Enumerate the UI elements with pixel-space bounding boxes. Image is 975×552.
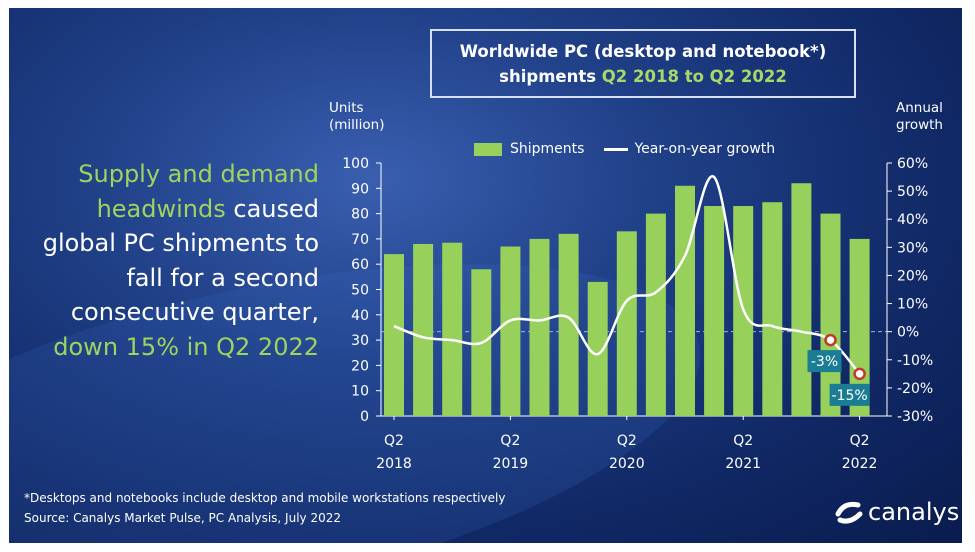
canalys-logo-text: canalys bbox=[868, 498, 960, 526]
left-axis-caption-line2: (million) bbox=[329, 117, 385, 133]
legend-line-label: Year-on-year growth bbox=[634, 141, 776, 157]
combo-chart: 0 10 20 30 40 50 60 70 80 90 100 -30% -20% -10% 0% 10% 2… bbox=[342, 156, 933, 472]
chart-panel: Worldwide PC (desktop and notebook*) shi… bbox=[9, 8, 962, 543]
shipments-bar bbox=[442, 242, 463, 416]
shipments-bar bbox=[675, 185, 695, 416]
growth-callout-label: -15% bbox=[832, 388, 868, 404]
legend-line-swatch bbox=[604, 147, 629, 151]
right-axis-tick-label: -30% bbox=[897, 409, 933, 425]
left-axis-caption-line1: Units bbox=[329, 100, 364, 116]
footnote-line-2: Source: Canalys Market Pulse, PC Analysi… bbox=[24, 511, 341, 525]
left-axis-tick-label: 60 bbox=[351, 257, 369, 273]
headline-green-1: Supply and demand headwinds bbox=[78, 160, 319, 223]
legend: Shipments Year-on-year growth bbox=[474, 141, 775, 157]
title-line-2-prefix: shipments bbox=[499, 67, 602, 86]
left-axis-tick-label: 80 bbox=[351, 207, 369, 223]
x-tick-label-quarter: Q2 bbox=[384, 433, 404, 449]
left-axis-caption: Units (million) bbox=[329, 100, 385, 134]
shipments-bar bbox=[704, 206, 725, 416]
headline-white: caused global PC shipments to fall for a… bbox=[42, 194, 319, 327]
canalys-logo-icon bbox=[835, 501, 863, 524]
shipments-bar bbox=[645, 213, 666, 416]
right-axis-tick-label: -20% bbox=[897, 381, 933, 397]
right-axis-tick-label: 40% bbox=[897, 212, 928, 228]
x-tick-label-year: 2021 bbox=[725, 456, 761, 472]
x-tick-label-quarter: Q2 bbox=[500, 433, 520, 449]
headline-text: Supply and demand headwinds caused globa… bbox=[29, 157, 319, 365]
growth-line bbox=[393, 175, 861, 375]
title-line-2-highlight: Q2 2018 to Q2 2022 bbox=[601, 67, 787, 86]
right-axis-caption: Annual growth bbox=[896, 100, 943, 134]
growth-callout-box bbox=[807, 350, 842, 373]
footnote: *Desktops and notebooks include desktop … bbox=[24, 488, 505, 528]
left-axis-tick-label: 20 bbox=[351, 358, 369, 374]
right-axis-tick-label: 10% bbox=[897, 297, 928, 313]
x-tick-label-year: 2018 bbox=[376, 456, 412, 472]
left-axis-tick-label: 0 bbox=[360, 409, 369, 425]
shipments-bar bbox=[791, 183, 812, 416]
right-axis-tick-label: -10% bbox=[897, 353, 933, 369]
right-axis-tick-label: 50% bbox=[897, 184, 928, 200]
x-tick-label-year: 2020 bbox=[609, 456, 645, 472]
x-tick-label-year: 2022 bbox=[842, 456, 878, 472]
chart-title: Worldwide PC (desktop and notebook*) shi… bbox=[430, 29, 856, 98]
shipments-bar bbox=[762, 202, 783, 416]
left-axis-tick-label: 40 bbox=[351, 308, 369, 324]
left-axis-tick-label: 100 bbox=[342, 156, 369, 172]
right-axis-caption-line2: growth bbox=[896, 117, 943, 133]
x-tick-label-quarter: Q2 bbox=[733, 433, 753, 449]
left-axis-tick-label: 30 bbox=[351, 333, 369, 349]
growth-callout-box bbox=[829, 383, 870, 406]
growth-marker bbox=[853, 367, 866, 381]
right-axis-tick-label: 0% bbox=[897, 325, 919, 341]
x-tick-label-year: 2019 bbox=[493, 456, 529, 472]
shipments-bar bbox=[413, 243, 434, 416]
shipments-bar bbox=[384, 254, 404, 416]
legend-bars-label: Shipments bbox=[510, 141, 585, 157]
shipments-bar bbox=[616, 231, 637, 416]
headline-green-2: down 15% in Q2 2022 bbox=[53, 332, 319, 361]
footnote-line-1: *Desktops and notebooks include desktop … bbox=[24, 491, 506, 505]
right-axis-tick-label: 30% bbox=[897, 240, 928, 256]
right-axis-caption-line1: Annual bbox=[896, 100, 943, 116]
right-axis-tick-label: 20% bbox=[897, 268, 928, 284]
growth-callout-label: -3% bbox=[811, 354, 838, 370]
x-tick-label-quarter: Q2 bbox=[850, 433, 870, 449]
shipments-bar bbox=[558, 233, 579, 416]
right-axis-tick-label: 60% bbox=[897, 156, 928, 172]
shipments-bar bbox=[587, 281, 608, 416]
shipments-bar bbox=[500, 246, 521, 416]
left-axis-tick-label: 50 bbox=[351, 283, 369, 299]
canalys-logo: canalys bbox=[834, 498, 959, 526]
x-tick-label-quarter: Q2 bbox=[617, 433, 637, 449]
title-line-1: Worldwide PC (desktop and notebook*) bbox=[459, 42, 827, 61]
left-axis-tick-label: 10 bbox=[351, 384, 369, 400]
growth-marker bbox=[824, 333, 837, 347]
title-line-2: shipments Q2 2018 to Q2 2022 bbox=[432, 64, 854, 89]
legend-bar-swatch bbox=[474, 142, 502, 156]
shipments-bar bbox=[529, 238, 550, 416]
left-axis-tick-label: 90 bbox=[351, 181, 369, 197]
left-axis-tick-label: 70 bbox=[351, 232, 369, 248]
